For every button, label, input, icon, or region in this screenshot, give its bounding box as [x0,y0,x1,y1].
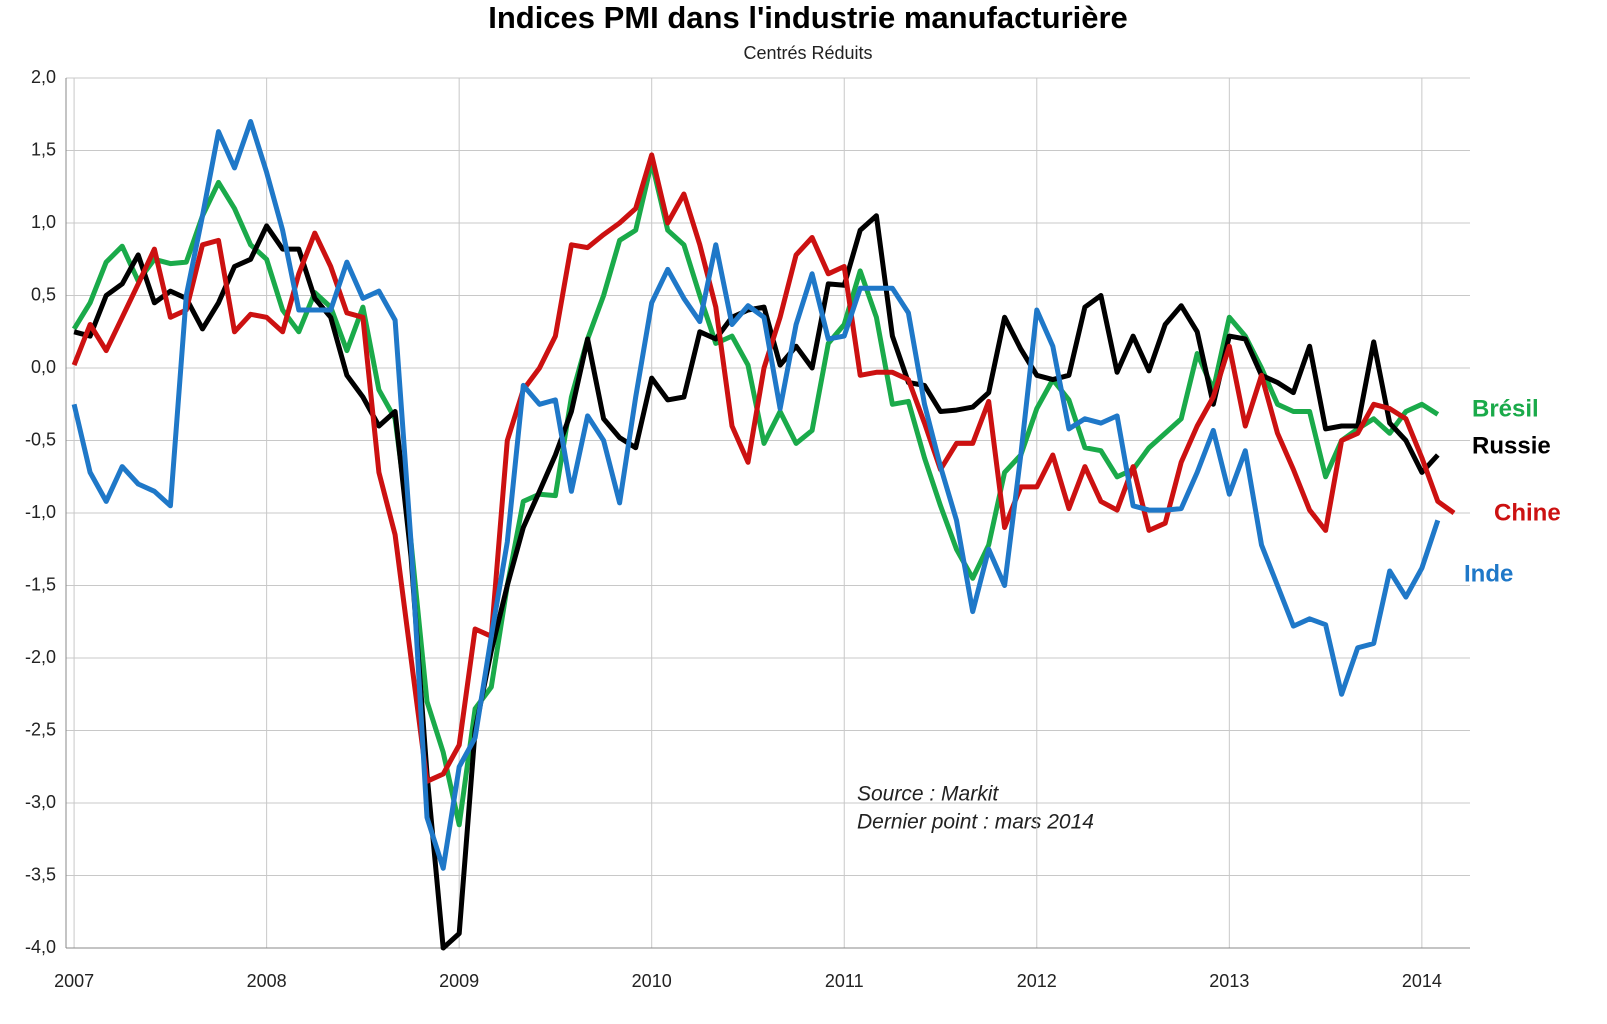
series-label: Russie [1472,432,1551,459]
y-tick-label: -1,5 [25,574,56,594]
y-tick-label: 1,5 [31,139,56,159]
series-label: Inde [1464,560,1513,587]
series-line [71,159,1440,828]
chart-subtitle: Centrés Réduits [743,43,872,63]
y-tick-label: 0,5 [31,284,56,304]
x-tick-label: 2012 [1017,971,1057,991]
series-line [71,119,1441,871]
y-tick-label: -3,0 [25,792,56,812]
y-tick-label: 1,0 [31,212,56,232]
y-tick-label: -2,5 [25,719,56,739]
x-tick-label: 2011 [825,971,864,991]
y-tick-label: -4,0 [25,937,56,957]
series-line [71,152,1456,784]
annotation: Source : Markit [857,783,999,806]
x-tick-label: 2008 [247,971,287,991]
x-tick-label: 2007 [54,971,94,991]
y-tick-label: -3,5 [25,864,56,884]
y-tick-label: -0,5 [25,429,56,449]
x-tick-label: 2014 [1402,971,1442,991]
x-tick-label: 2013 [1209,971,1249,991]
x-tick-label: 2009 [439,971,479,991]
series-label: Chine [1494,499,1561,526]
chart-title: Indices PMI dans l'industrie manufacturi… [488,0,1128,35]
y-tick-label: 0,0 [31,357,56,377]
annotation: Dernier point : mars 2014 [857,811,1094,834]
x-tick-label: 2010 [632,971,672,991]
y-tick-label: -1,0 [25,502,56,522]
y-tick-label: -2,0 [25,647,56,667]
series-label: Brésil [1472,395,1539,422]
y-tick-label: 2,0 [31,67,56,87]
